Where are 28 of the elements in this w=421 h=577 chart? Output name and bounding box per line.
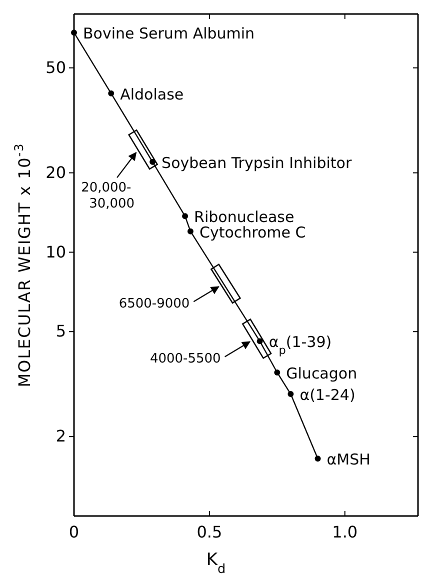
point [274, 370, 280, 376]
point [288, 391, 294, 398]
data-label: Bovine Serum Albumin [83, 24, 255, 43]
annotation: 4000-5500 [150, 352, 221, 367]
data-label: Aldolase [120, 85, 184, 104]
x-axis-title: K$_{d}$ [206, 550, 226, 576]
point [314, 456, 321, 462]
data-label: α$_{p}$(1-39) [268, 333, 332, 357]
point [108, 90, 114, 96]
data-label: Soybean Trypsin Inhibitor [162, 154, 352, 172]
y-tick-label: 2 [56, 426, 66, 446]
data-label: Glucagon [286, 364, 358, 382]
point [150, 158, 156, 165]
y-tick-label: 10 [46, 242, 66, 262]
y-tick-label: 5 [56, 322, 66, 341]
data-label: α(1-24) [300, 386, 356, 404]
y-tick-label: 20 [46, 162, 66, 182]
annotation: 20,000- 30,000 [81, 180, 135, 212]
annotation: 6500-9000 [118, 296, 190, 312]
point [187, 228, 194, 234]
y-tick-label: 50 [46, 58, 66, 77]
x-tick-label: 0 [68, 522, 80, 542]
x-tick-label: 0.5 [196, 522, 222, 542]
point [182, 213, 188, 220]
point [256, 338, 263, 344]
point [71, 30, 77, 36]
data-label: αMSH [326, 450, 370, 469]
x-tick-label: 1.0 [332, 522, 358, 542]
